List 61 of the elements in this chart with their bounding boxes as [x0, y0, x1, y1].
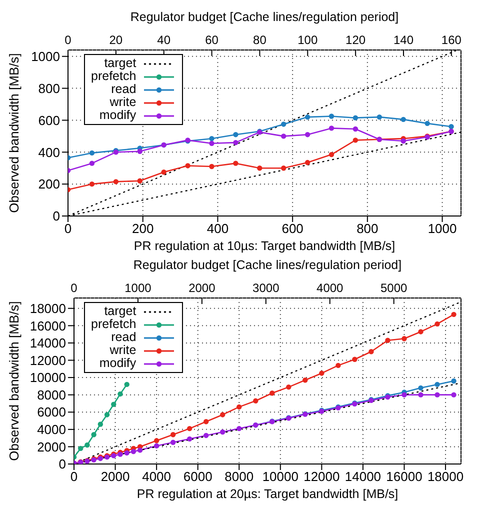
- x-axis-title: PR regulation at 20µs: Target bandwidth [MB/s]: [136, 487, 398, 501]
- x-tick-label: 6000: [183, 469, 212, 484]
- legend-label: prefetch: [91, 317, 136, 331]
- x2-tick-label: 40: [157, 33, 171, 47]
- legend-label: write: [110, 343, 136, 357]
- legend-label: prefetch: [91, 69, 136, 83]
- y-tick-label: 18000: [30, 300, 66, 316]
- y-tick-label: 600: [38, 112, 60, 128]
- y-tick-label: 1000: [31, 49, 60, 64]
- x2-axis-title: Regulator budget [Cache lines/regulation period]: [130, 10, 399, 24]
- x2-axis-title: Regulator budget [Cache lines/regulation period]: [133, 258, 402, 272]
- x-tick-label: 18000: [427, 469, 464, 484]
- x-tick-label: 400: [206, 221, 229, 236]
- x-tick-label: 4000: [142, 469, 172, 484]
- y-tick-label: 10000: [30, 370, 66, 386]
- legend-label: read: [111, 330, 136, 344]
- x2-tick-label: 0: [70, 281, 78, 295]
- x-axis-title: PR regulation at 10µs: Target bandwidth [MB/s]: [134, 239, 396, 253]
- x-tick-label: 0: [70, 469, 78, 484]
- legend-label: write: [110, 95, 136, 109]
- x2-tick-label: 80: [253, 33, 267, 47]
- x2-tick-label: 60: [205, 33, 219, 47]
- y-tick-label: 0: [52, 208, 60, 224]
- x-tick-label: 2000: [100, 469, 130, 484]
- x2-tick-label: 3000: [252, 281, 280, 295]
- x-tick-label: 1000: [428, 221, 457, 236]
- y-tick-label: 2000: [37, 439, 66, 454]
- y-tick-label: 12000: [30, 352, 66, 368]
- y-tick-label: 14000: [30, 336, 66, 351]
- y-axis-title: Observed bandwidth [MB/s]: [6, 301, 22, 461]
- y-tick-label: 800: [38, 80, 60, 96]
- x-tick-label: 10000: [262, 469, 298, 484]
- y-tick-label: 200: [38, 176, 60, 192]
- legend-label: target: [104, 56, 136, 70]
- x2-tick-label: 100: [298, 33, 318, 47]
- x2-tick-label: 120: [346, 33, 366, 47]
- x2-tick-label: 4000: [316, 281, 344, 295]
- y-axis-title: Observed bandwidth [MB/s]: [6, 53, 22, 213]
- x2-tick-label: 20: [109, 33, 123, 47]
- x2-tick-label: 140: [393, 33, 414, 47]
- x2-tick-label: 5000: [380, 281, 408, 295]
- x-tick-label: 8000: [224, 469, 254, 484]
- x-tick-label: 14000: [344, 469, 382, 484]
- x2-tick-label: 160: [441, 33, 462, 47]
- x-tick-label: 16000: [386, 469, 422, 484]
- y-tick-label: 16000: [30, 318, 66, 334]
- x2-tick-label: 2000: [188, 281, 216, 295]
- legend-label: modify: [99, 356, 136, 370]
- x-tick-label: 200: [132, 221, 154, 236]
- y-tick-label: 6000: [37, 404, 66, 420]
- x2-tick-label: 1000: [124, 281, 152, 295]
- y-tick-label: 0: [58, 456, 66, 472]
- x-tick-label: 12000: [304, 469, 340, 484]
- y-tick-label: 8000: [37, 387, 66, 402]
- y-tick-label: 400: [38, 144, 60, 160]
- legend-label: modify: [99, 108, 136, 122]
- legend-label: read: [111, 82, 136, 96]
- x-tick-label: 600: [282, 221, 304, 236]
- y-tick-label: 4000: [37, 422, 66, 438]
- x-tick-label: 800: [356, 221, 378, 236]
- legend-label: target: [104, 304, 136, 318]
